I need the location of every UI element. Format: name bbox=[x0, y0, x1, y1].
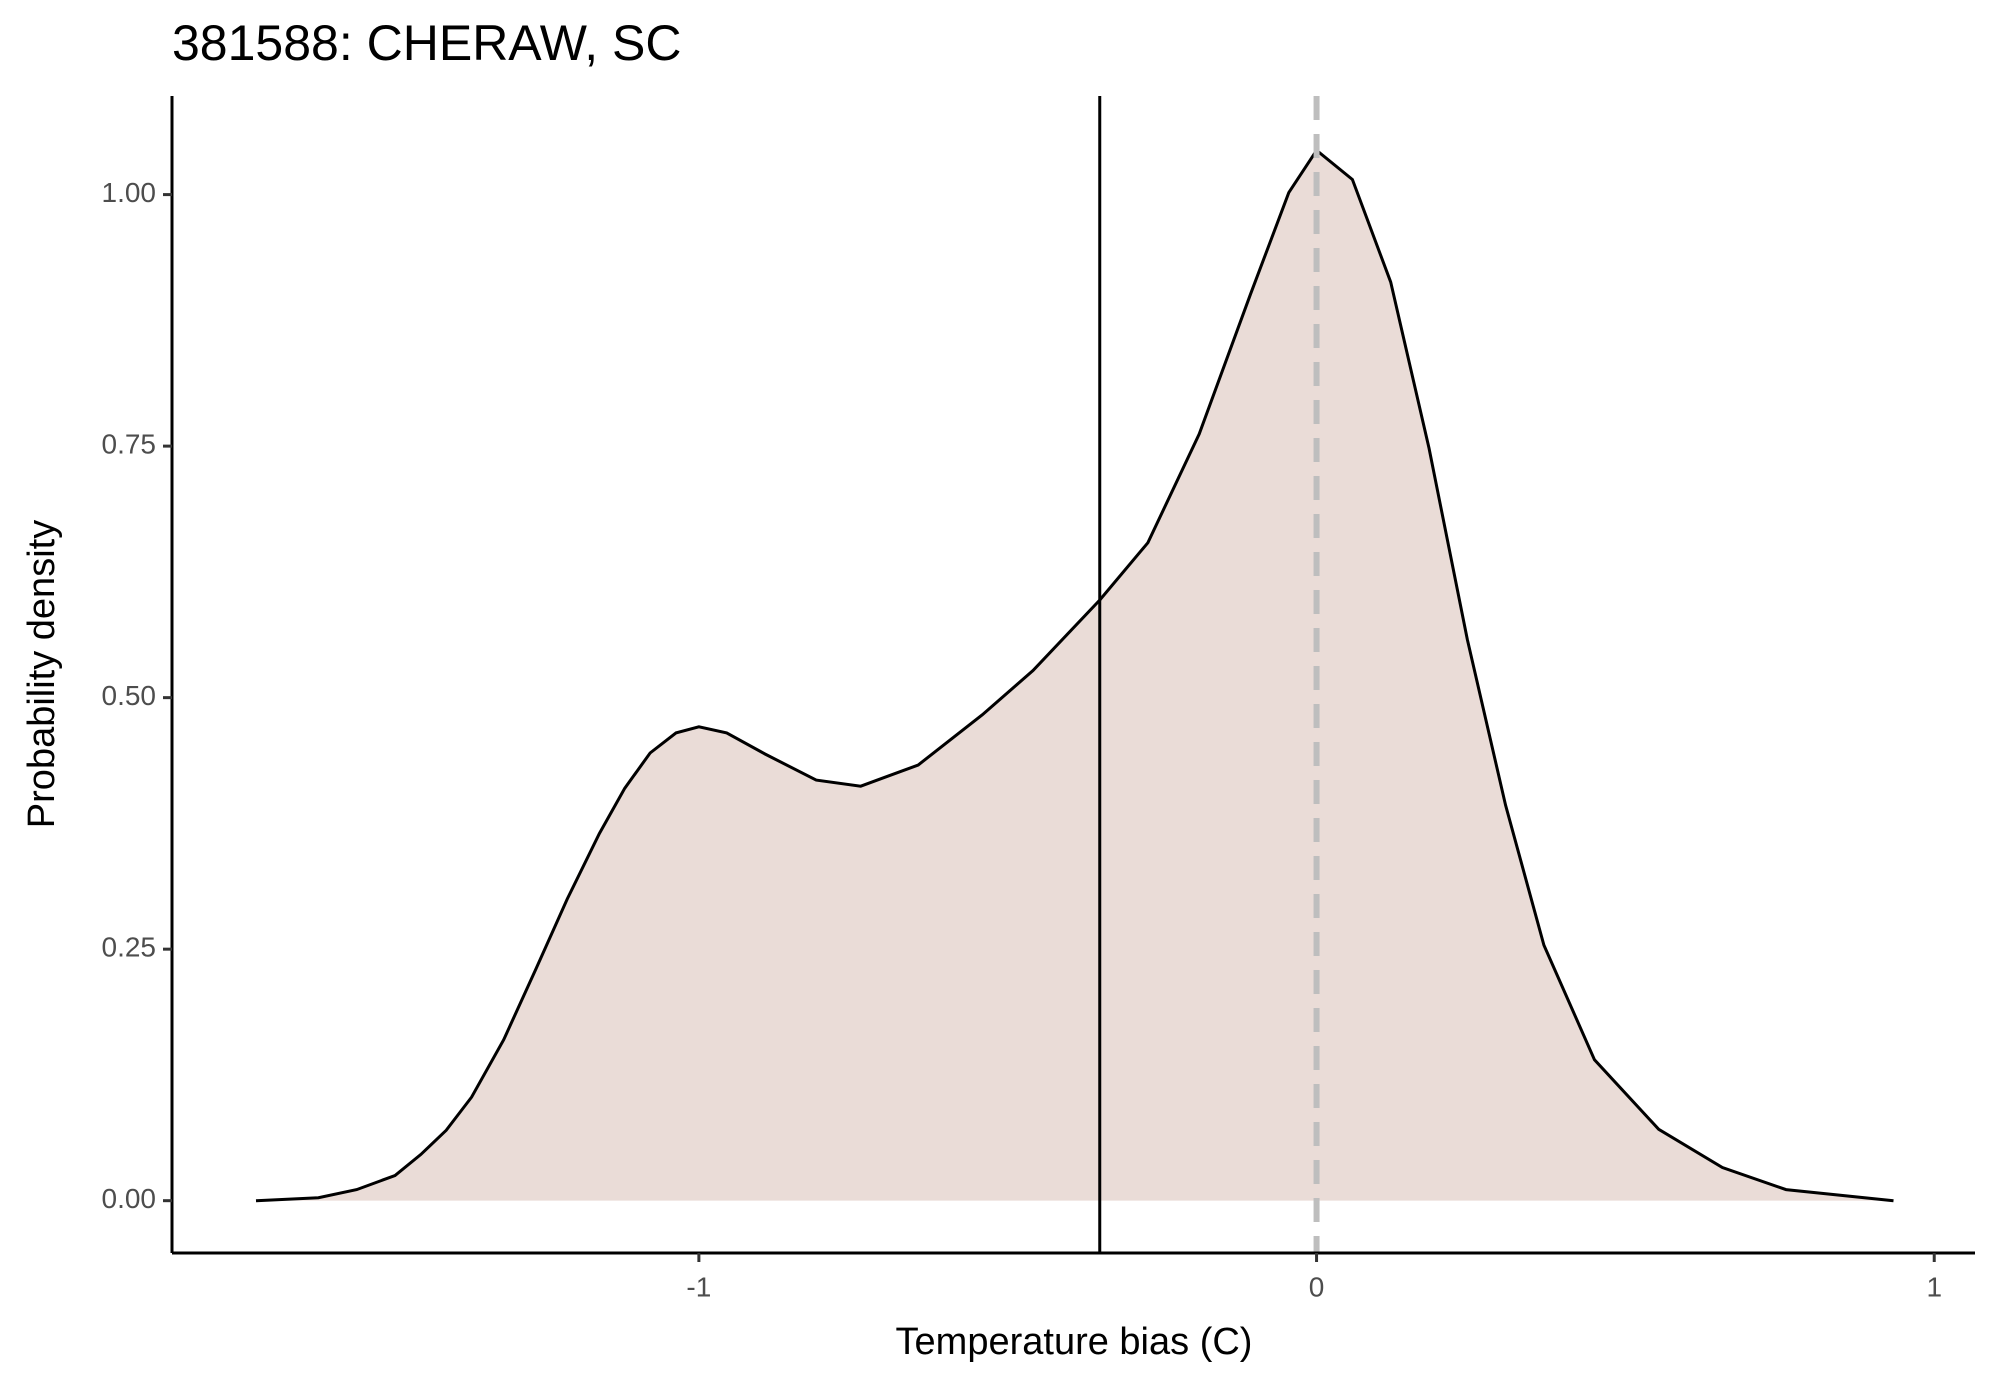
density-area bbox=[256, 150, 1894, 1201]
y-tick-label: 0.25 bbox=[102, 932, 157, 963]
x-tick-label: -1 bbox=[686, 1271, 711, 1302]
y-tick-label: 0.00 bbox=[102, 1183, 157, 1214]
x-tick-label: 1 bbox=[1926, 1271, 1942, 1302]
y-tick-label: 0.50 bbox=[102, 680, 157, 711]
x-axis-title: Temperature bias (C) bbox=[896, 1321, 1253, 1363]
chart-title: 381588: CHERAW, SC bbox=[172, 15, 681, 71]
y-tick-label: 1.00 bbox=[102, 177, 157, 208]
y-axis-title: Probability density bbox=[21, 520, 63, 828]
density-line bbox=[255, 148, 1894, 1203]
x-tick-label: 0 bbox=[1309, 1271, 1325, 1302]
y-tick-label: 0.75 bbox=[102, 429, 157, 460]
